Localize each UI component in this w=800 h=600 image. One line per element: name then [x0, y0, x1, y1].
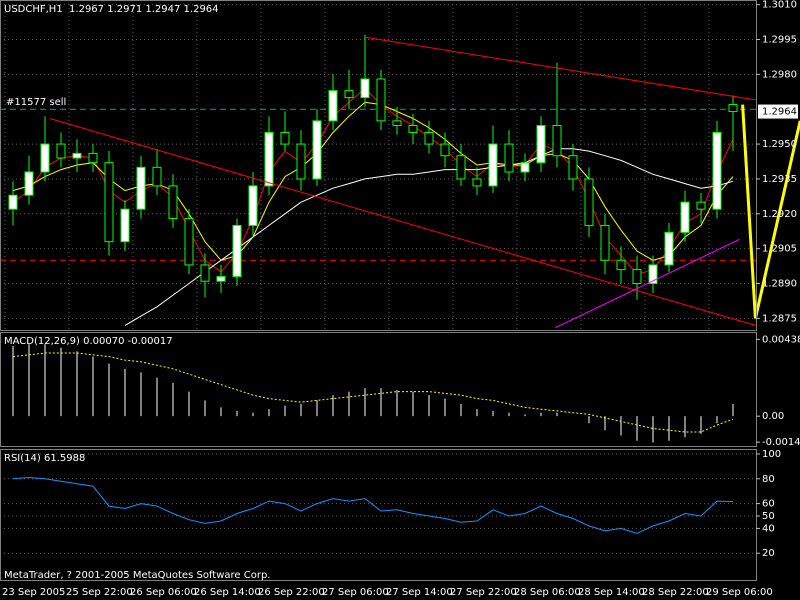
y-tick-label: 1.2920: [762, 209, 797, 220]
candle-body: [184, 217, 194, 266]
trend-line: [555, 238, 740, 329]
candle-body: [488, 143, 498, 187]
x-tick-label: 26 Sep 06:00: [130, 587, 197, 598]
level-label: #11577 sell: [6, 97, 66, 108]
indicator-line: [12, 476, 734, 534]
candle-body: [56, 143, 66, 159]
candle-body: [600, 224, 610, 261]
panel: [0, 0, 800, 330]
y-tick-label: 60: [762, 499, 775, 510]
candle-body: [296, 143, 306, 180]
candle-body: [536, 124, 546, 164]
y-tick-label: 1.3010: [762, 0, 797, 11]
candle-body: [568, 155, 578, 180]
panel-title: MACD(12,26,9) 0.00070 -0.00017: [4, 336, 173, 347]
panel: [0, 453, 756, 554]
copyright: MetaTrader, ? 2001-2005 MetaQuotes Softw…: [4, 570, 270, 581]
candle-body: [712, 131, 722, 210]
candle-body: [232, 224, 242, 278]
x-tick-label: 28 Sep 06:00: [514, 587, 581, 598]
x-tick-label: 26 Sep 14:00: [194, 587, 261, 598]
panel-title: USDCHF,H1 1.2967 1.2971 1.2947 1.2964: [4, 4, 219, 15]
candle-body: [584, 178, 594, 226]
candle-body: [40, 143, 50, 173]
candle-body: [440, 143, 450, 157]
panel: [12, 344, 734, 443]
x-tick-label: 27 Sep 22:00: [450, 587, 517, 598]
trend-line: [741, 104, 800, 319]
y-tick-label: 0.00: [762, 411, 784, 422]
candle-body: [280, 131, 290, 145]
candle-body: [24, 171, 34, 196]
last-price-box: [758, 104, 798, 119]
candle-body: [472, 178, 482, 187]
candle-body: [552, 124, 562, 157]
candle-body: [104, 162, 114, 243]
candle-body: [616, 259, 626, 271]
candle-body: [360, 78, 370, 99]
candle-body: [632, 269, 642, 285]
moving-average: [124, 148, 734, 326]
x-tick-label: 23 Sep 2005: [2, 587, 65, 598]
candle-body: [8, 194, 18, 210]
panel-title: RSI(14) 61.5988: [4, 453, 85, 464]
x-tick-label: 28 Sep 22:00: [642, 587, 709, 598]
x-tick-label: 27 Sep 06:00: [322, 587, 389, 598]
y-tick-label: 0.00438: [762, 334, 800, 345]
moving-average: [12, 101, 734, 261]
candle-body: [424, 131, 434, 145]
candle-body: [504, 143, 514, 173]
candle-body: [152, 166, 162, 187]
signal-line: [12, 352, 734, 433]
x-tick-label: 29 Sep 06:00: [706, 587, 773, 598]
candle-body: [248, 185, 258, 226]
candle-body: [520, 162, 530, 173]
y-tick-label: 80: [762, 474, 775, 485]
x-tick-label: 25 Sep 22:00: [66, 587, 133, 598]
candle-body: [72, 152, 82, 159]
candle-body: [264, 131, 274, 187]
y-tick-label: 40: [762, 523, 775, 534]
candle-body: [216, 276, 226, 282]
y-tick-label: 1.2890: [762, 279, 797, 290]
last-price-label: 1.2964: [762, 107, 797, 118]
y-tick-label: 1.2875: [762, 313, 797, 324]
candle-body: [312, 120, 322, 180]
candle-body: [648, 264, 658, 285]
candle-body: [88, 152, 98, 164]
y-tick-label: 1.2980: [762, 69, 797, 80]
candle-body: [728, 104, 738, 113]
candle-body: [136, 166, 146, 210]
candle-body: [344, 90, 354, 99]
y-tick-label: 1.2905: [762, 244, 797, 255]
y-tick-label: 1.2995: [762, 35, 797, 46]
x-tick-label: 28 Sep 14:00: [578, 587, 645, 598]
candle-body: [408, 124, 418, 133]
panel-frame: [0, 449, 757, 581]
x-tick-label: 27 Sep 14:00: [386, 587, 453, 598]
y-tick-label: 1.2950: [762, 139, 797, 150]
x-tick-label: 26 Sep 22:00: [258, 587, 325, 598]
y-tick-label: 20: [762, 548, 775, 559]
candle-body: [664, 231, 674, 266]
candle-body: [200, 264, 210, 282]
panel-frame: [0, 0, 757, 331]
trend-line: [49, 118, 756, 326]
y-tick-label: 50: [762, 511, 775, 522]
trend-line: [364, 36, 756, 101]
y-tick-label: -0.00148: [762, 437, 800, 448]
candle-body: [456, 155, 466, 180]
candle-body: [328, 90, 338, 122]
candle-body: [168, 185, 178, 219]
y-tick-label: 100: [762, 449, 781, 460]
candle-body: [696, 201, 706, 210]
panel-frame: [0, 332, 757, 447]
candle-body: [120, 208, 130, 243]
moving-average: [12, 87, 734, 275]
candle-body: [680, 201, 690, 233]
candle-body: [392, 120, 402, 126]
y-tick-label: 1.2935: [762, 174, 797, 185]
candle-body: [376, 78, 386, 122]
